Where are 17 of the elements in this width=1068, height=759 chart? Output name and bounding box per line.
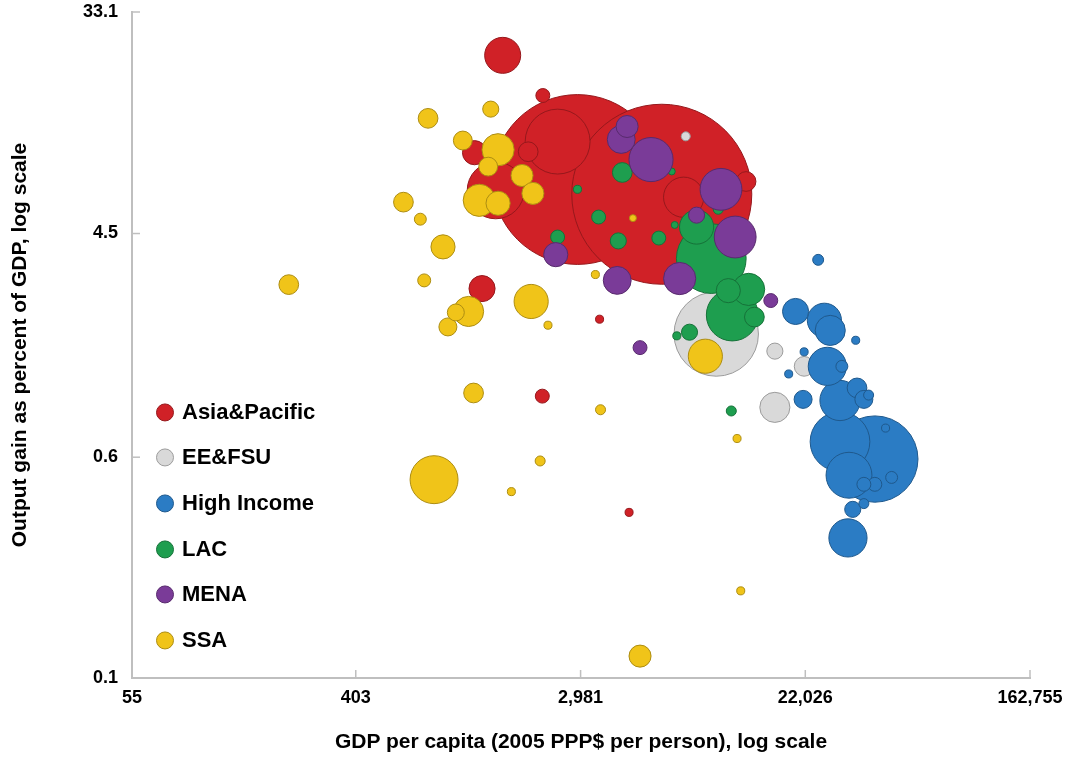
- y-axis-title: Output gain as percent of GDP, log scale: [7, 142, 31, 548]
- legend-label: SSA: [182, 627, 228, 654]
- x-axis-title: GDP per capita (2005 PPP$ per person), log scale: [334, 729, 828, 753]
- legend-label: High Income: [182, 490, 315, 517]
- y-tick-label: 0.1: [92, 666, 118, 687]
- legend-label: Asia&Pacific: [182, 399, 316, 426]
- x-tick-label: 162,755: [997, 686, 1063, 707]
- x-tick-label: 2,981: [558, 686, 604, 707]
- x-tick-label: 403: [340, 686, 371, 707]
- y-tick-label: 33.1: [82, 0, 118, 21]
- y-tick-label: 4.5: [92, 222, 118, 243]
- legend-label: MENA: [182, 581, 247, 608]
- legend-label: LAC: [182, 536, 228, 563]
- x-tick-label: 22,026: [777, 686, 833, 707]
- legend-label: EE&FSU: [182, 444, 272, 471]
- y-tick-label: 0.6: [92, 446, 118, 467]
- x-tick-label: 55: [121, 686, 143, 707]
